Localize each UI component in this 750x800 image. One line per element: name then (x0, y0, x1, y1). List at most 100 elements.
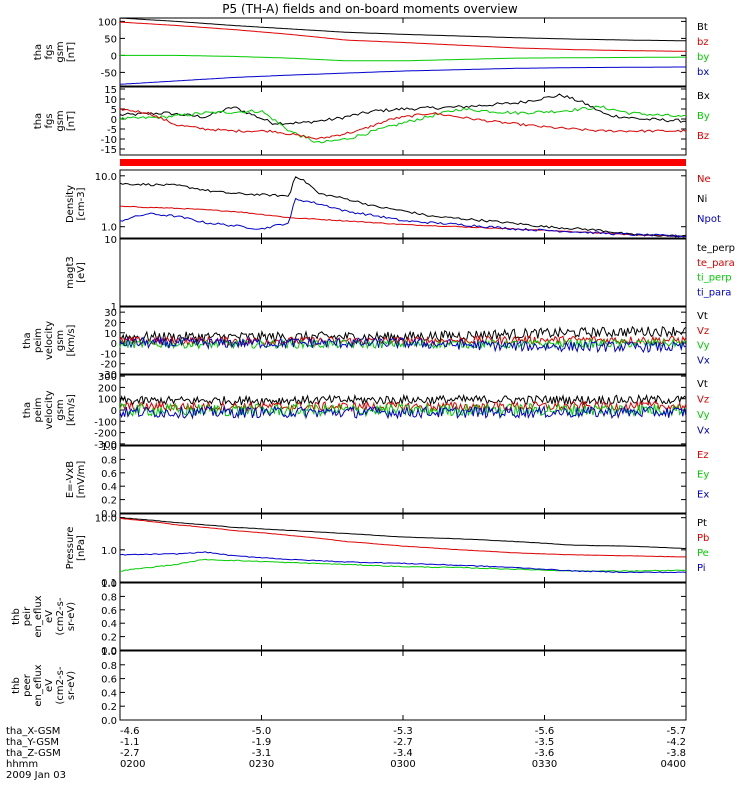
series-line-Ni (119, 176, 687, 238)
chart-title: P5 (TH-A) fields and on-board moments ov… (222, 2, 518, 16)
series-line-Vy (119, 337, 687, 350)
legend-Ex: Ex (697, 489, 709, 500)
y-tick-label: 1.0 (101, 223, 117, 234)
y-tick-label: 0.8 (101, 592, 117, 603)
footer-value: -3.5 (535, 737, 555, 748)
y-tick-label: 10 (104, 235, 117, 246)
y-tick-label: 0.1 (101, 578, 117, 589)
series-line-Pe (119, 558, 687, 572)
y-axis-label: peim (33, 328, 44, 353)
footer-value: -4.6 (120, 726, 140, 737)
series-line-Pb (119, 517, 686, 558)
y-tick-label: -10 (101, 349, 117, 360)
separator-bar (120, 159, 686, 166)
legend-Vx: Vx (697, 426, 710, 437)
footer-value: -5.3 (393, 726, 413, 737)
y-tick-label: 1.0 (101, 647, 117, 658)
y-tick-label: 0.4 (101, 482, 117, 493)
y-axis-label: E=-VxB (65, 461, 76, 498)
y-axis-label: tha (33, 113, 44, 129)
legend-Bt: Bt (697, 22, 708, 33)
footer-value: -5.7 (666, 726, 686, 737)
series-line-Npot (119, 197, 687, 238)
series-line-Vx (119, 404, 687, 420)
legend-Pi: Pi (697, 563, 706, 574)
y-tick-label: 100 (98, 17, 117, 28)
y-axis-label: [nT] (66, 42, 77, 62)
panel-4: 10 1 magt3 [eV] te_perp te_para ti_perp ti_para (65, 235, 735, 313)
series-line-Pt (119, 517, 687, 550)
series-line-bx (119, 66, 686, 85)
footer-value: -3.4 (393, 748, 413, 759)
y-axis-label: [eV] (76, 262, 87, 283)
footer-row-label: tha_Z-GSM (6, 748, 61, 759)
legend-Vy: Vy (697, 410, 710, 421)
y-tick-label: 0.0 (101, 646, 117, 657)
y-tick-label: 0 (111, 406, 117, 417)
y-tick-label: 0 (111, 51, 117, 62)
y-axis-label: [cm-3] (76, 187, 87, 220)
footer-value: -2.7 (393, 737, 413, 748)
y-tick-label: 50 (104, 34, 117, 45)
y-axis-label: thb (11, 608, 22, 625)
y-tick-label: 10 (104, 95, 117, 106)
y-tick-label: 1.0 (101, 579, 117, 590)
y-axis-label: eV (44, 679, 55, 692)
y-tick-label: 10 (104, 329, 117, 340)
series-line-Bt (119, 17, 687, 42)
footer-row-label: hhmm (6, 759, 38, 770)
legend-bx: bx (697, 67, 709, 78)
y-axis-label: [km/s] (66, 394, 77, 426)
y-axis-label: tha (33, 44, 44, 60)
y-tick-label: 0.2 (101, 633, 117, 644)
y-axis-label: gsm (55, 330, 66, 351)
y-axis-label: fgs (44, 113, 55, 128)
time-tick-label: 0230 (249, 759, 274, 770)
footer-value: -5.0 (252, 726, 272, 737)
y-tick-label: 10.0 (95, 514, 117, 525)
legend-Ez: Ez (697, 450, 709, 461)
y-axis-label: sr-eV) (66, 671, 77, 700)
series-line-by (120, 54, 686, 62)
y-axis-label: (cm2-s- (55, 597, 66, 635)
y-tick-label: 1 (111, 302, 117, 313)
legend-Pe: Pe (697, 548, 709, 559)
y-axis-label: gsm (55, 399, 66, 420)
y-axis-label: sr-eV) (66, 602, 77, 631)
y-tick-label: -50 (101, 68, 117, 79)
legend-Vt: Vt (697, 311, 708, 322)
y-tick-label: 0.8 (101, 455, 117, 466)
y-tick-label: 30 (104, 308, 117, 319)
footer-value: -2.7 (120, 748, 140, 759)
legend-Npot: Npot (697, 214, 721, 225)
y-tick-label: 0.8 (101, 661, 117, 672)
y-axis-label: [nT] (66, 111, 77, 131)
y-tick-label: 0 (111, 115, 117, 126)
legend-Vz: Vz (697, 326, 709, 337)
panel-10: 1.0 0.8 0.6 0.4 0.2 0.0 thb peer en_eflux eV (cm2-… (11, 647, 687, 727)
legend-Ni: Ni (697, 194, 707, 205)
y-tick-label: 0.0 (101, 509, 117, 520)
y-axis-label: tha (22, 402, 33, 418)
y-tick-label: 0.0 (101, 716, 117, 727)
y-tick-label: -10 (101, 135, 117, 146)
legend-Pb: Pb (697, 533, 709, 544)
footer-row-label: tha_X-GSM (6, 726, 60, 737)
y-tick-label: 300 (98, 372, 117, 383)
y-tick-label: -20 (101, 360, 117, 371)
y-axis-label: velocity (44, 321, 55, 360)
y-tick-label: 0.4 (101, 688, 117, 699)
y-axis-label: Density (65, 185, 76, 223)
legend-Bz: Bz (697, 131, 709, 142)
legend-bz: bz (697, 37, 709, 48)
footer-row-label: tha_Y-GSM (6, 737, 59, 748)
y-axis-label: gsm (55, 41, 66, 62)
panel-7: 1.0 0.8 0.6 0.4 0.2 0.0 E=-VxB [mV/m] Ez Ey Ex (65, 442, 709, 520)
legend-Vx: Vx (697, 355, 710, 366)
y-axis-label: [mV/m] (76, 461, 87, 499)
legend-Ne: Ne (697, 174, 711, 185)
footer-value: -4.2 (666, 737, 686, 748)
